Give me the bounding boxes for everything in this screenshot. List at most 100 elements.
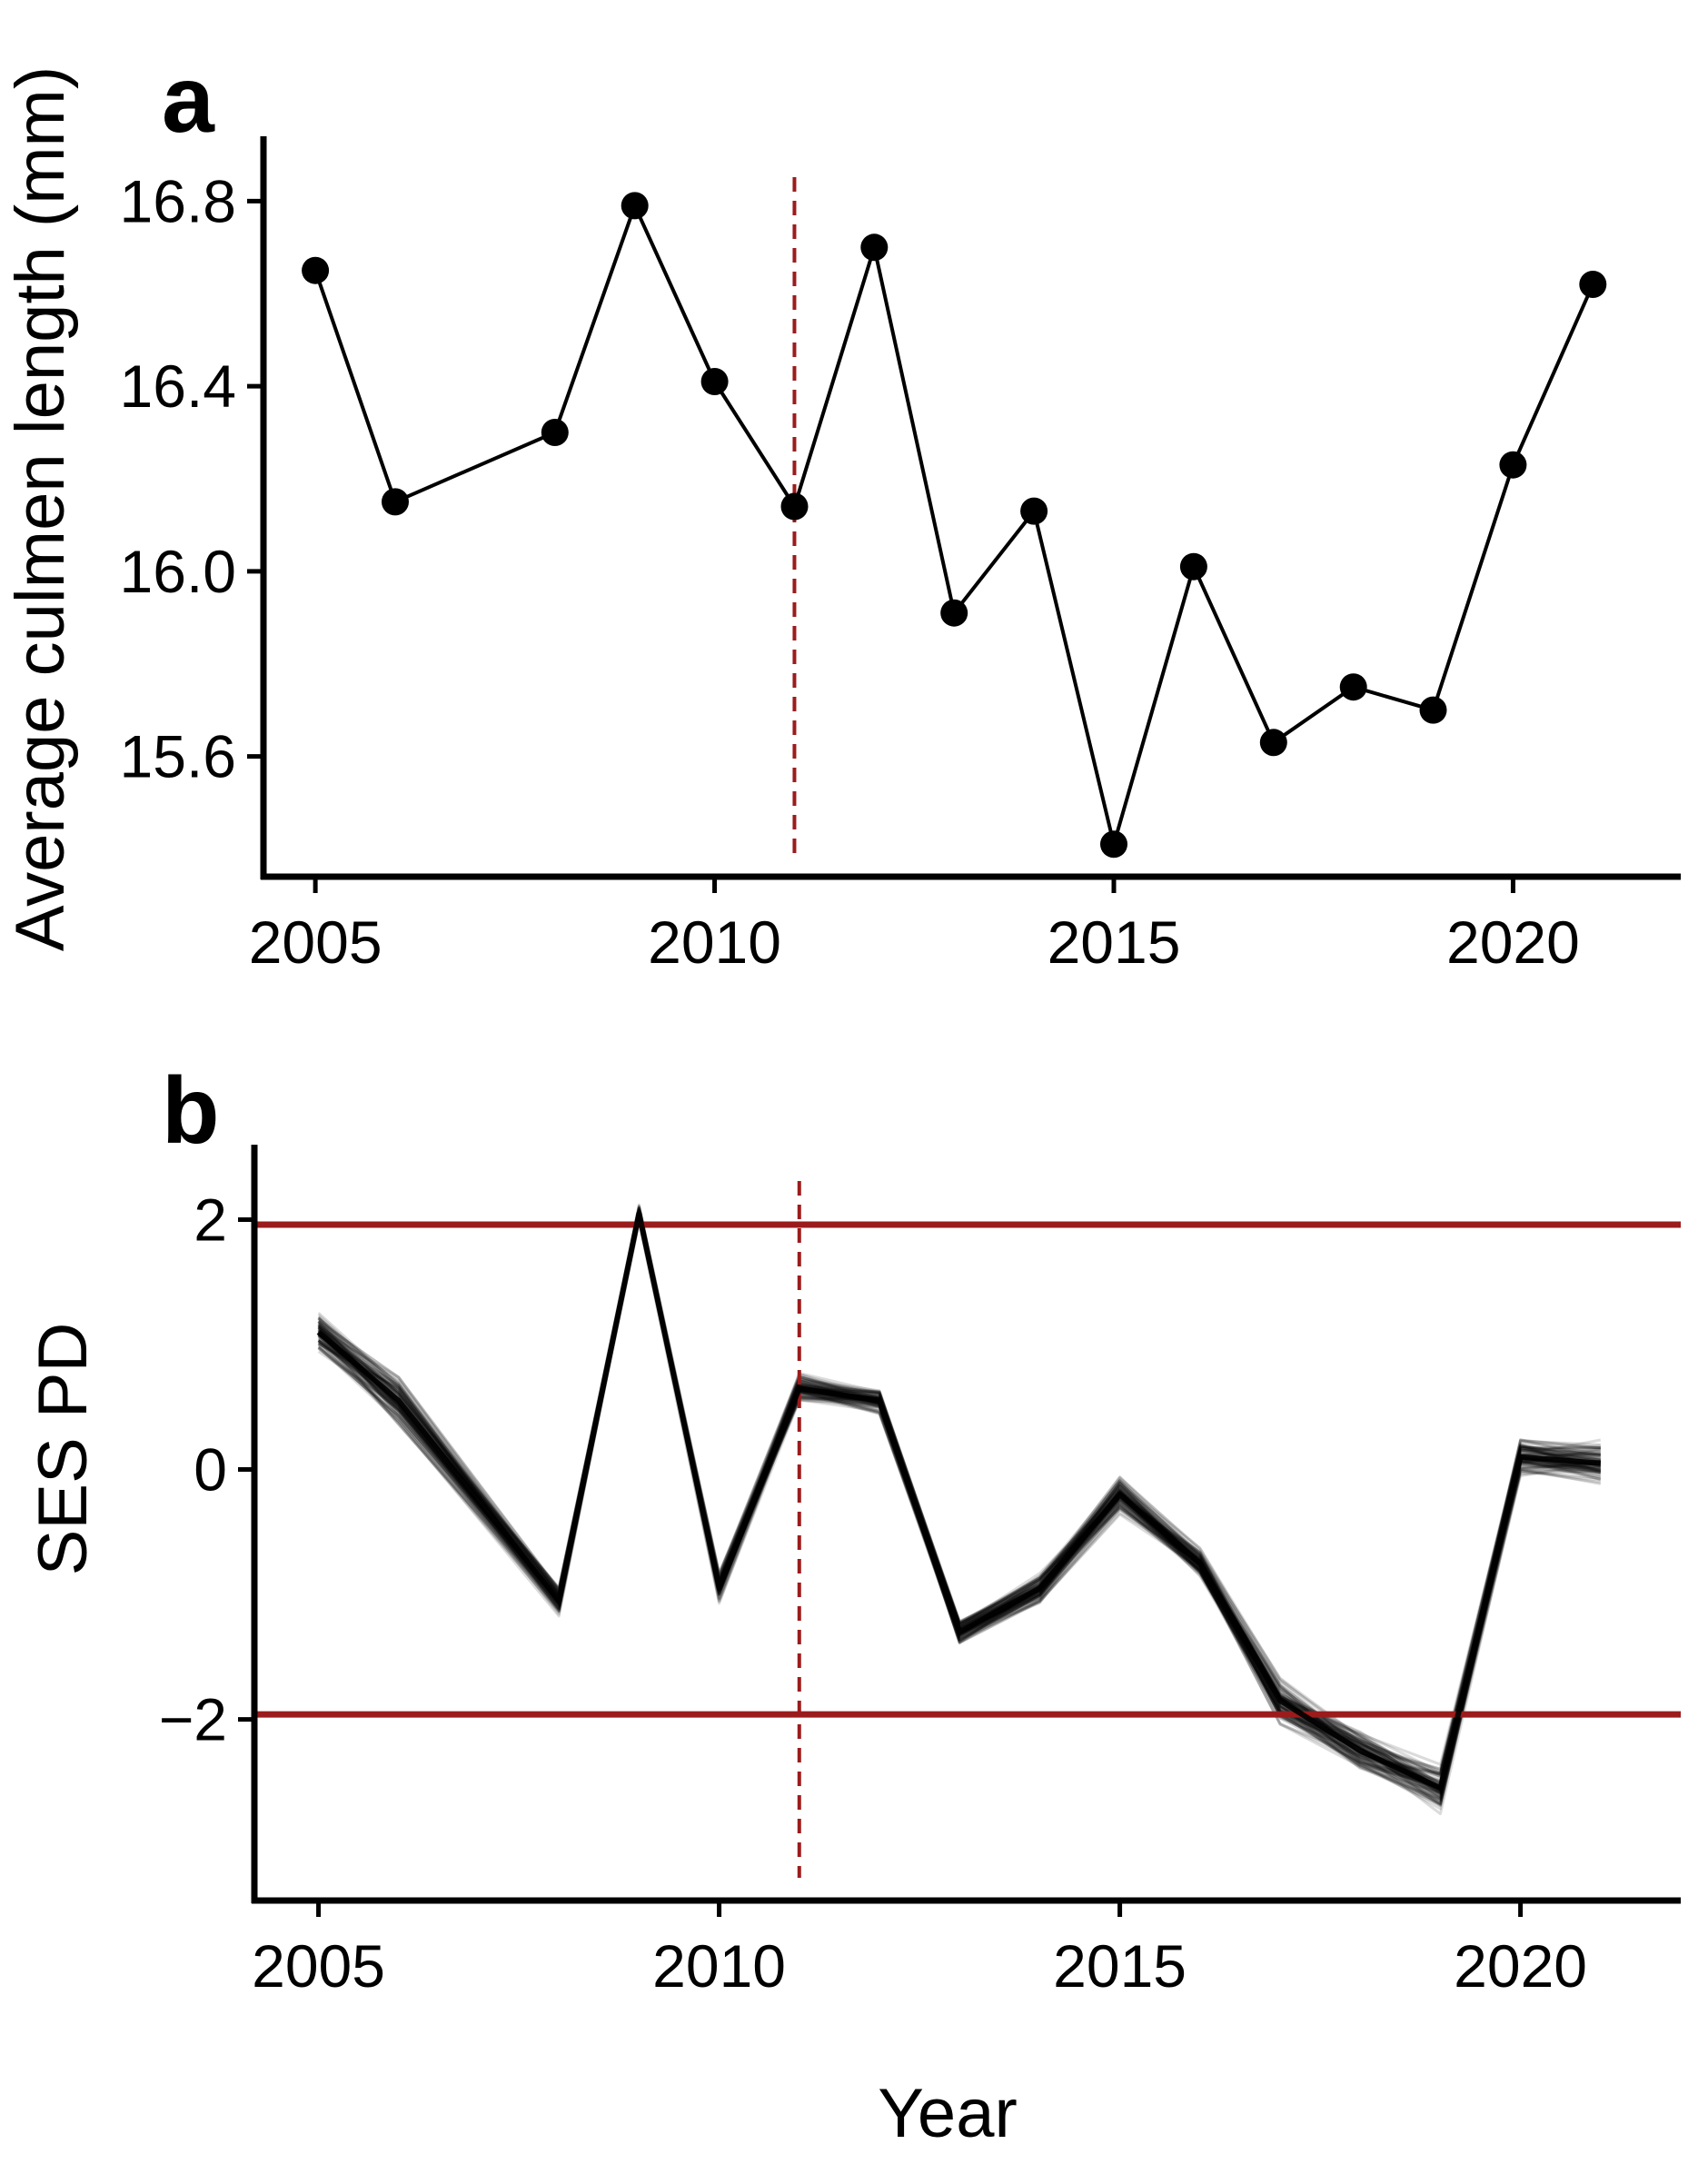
replicate-line	[317, 1215, 1601, 1786]
data-point	[1419, 696, 1447, 724]
replicate-line	[317, 1215, 1602, 1775]
replicate-line	[317, 1209, 1601, 1795]
replicate-line	[317, 1205, 1601, 1789]
replicate-line	[317, 1210, 1602, 1788]
replicate-line	[317, 1211, 1601, 1778]
replicate-line	[317, 1206, 1601, 1799]
replicate-line	[317, 1214, 1602, 1794]
panel-b-reference-lines	[254, 1181, 1681, 1878]
replicate-line	[317, 1206, 1601, 1776]
panel-b-axes: 2005 2010 2015 2020 −2 0 2	[159, 1145, 1681, 2000]
replicate-line	[317, 1210, 1601, 1790]
y-tick-label: −2	[159, 1686, 227, 1753]
replicate-line	[317, 1214, 1602, 1795]
replicate-line	[317, 1209, 1601, 1786]
replicate-line	[317, 1211, 1602, 1775]
replicate-line	[317, 1206, 1602, 1766]
replicate-line	[317, 1208, 1601, 1774]
x-tick-label: 2015	[1048, 908, 1181, 976]
data-point	[1179, 552, 1207, 581]
data-point	[621, 192, 649, 220]
replicate-line	[317, 1217, 1601, 1776]
replicate-line	[317, 1211, 1601, 1794]
x-tick-label: 2010	[648, 908, 781, 976]
replicate-line	[317, 1216, 1602, 1788]
replicate-line	[317, 1212, 1602, 1811]
replicate-line	[317, 1206, 1602, 1789]
data-point	[860, 233, 889, 262]
replicate-line	[317, 1211, 1601, 1789]
y-tick-label: 16.0	[120, 538, 236, 605]
replicate-line	[317, 1208, 1601, 1783]
replicate-line	[317, 1209, 1601, 1792]
x-tick-label: 2015	[1053, 1932, 1187, 2000]
replicate-line	[317, 1213, 1601, 1798]
replicate-line	[317, 1215, 1601, 1771]
panel-b-y-axis-title: SES PD	[25, 1323, 102, 1576]
data-point	[1579, 271, 1607, 298]
replicate-line	[317, 1210, 1602, 1793]
y-tick-label: 0	[194, 1436, 227, 1504]
panel-a-series	[302, 192, 1607, 859]
replicate-line	[317, 1214, 1601, 1779]
replicate-line	[317, 1210, 1602, 1789]
replicate-line	[317, 1210, 1601, 1791]
data-point	[700, 368, 729, 395]
y-tick-label: 16.8	[120, 167, 236, 234]
replicate-line	[317, 1206, 1602, 1792]
replicate-line	[317, 1212, 1601, 1776]
replicate-line	[317, 1210, 1601, 1790]
series-line	[313, 203, 1595, 847]
replicate-line	[317, 1213, 1601, 1793]
replicate-line	[317, 1211, 1602, 1796]
replicate-line	[317, 1209, 1602, 1790]
data-point	[541, 419, 569, 446]
replicate-line	[317, 1215, 1601, 1772]
replicate-line	[317, 1207, 1601, 1792]
replicate-line	[317, 1216, 1601, 1794]
data-point	[1020, 497, 1048, 525]
replicate-line	[317, 1209, 1601, 1786]
replicate-line	[317, 1217, 1601, 1784]
replicate-line	[317, 1216, 1602, 1785]
replicate-line	[317, 1210, 1601, 1790]
replicate-line	[317, 1206, 1601, 1780]
replicate-line	[317, 1210, 1601, 1801]
replicate-line	[317, 1205, 1602, 1792]
replicate-line	[317, 1216, 1602, 1791]
data-point	[780, 492, 809, 521]
replicate-line	[317, 1215, 1602, 1792]
replicate-line	[317, 1214, 1602, 1799]
replicate-line	[317, 1214, 1602, 1799]
x-tick-label: 2005	[252, 1932, 385, 2000]
y-tick-label: 15.6	[120, 723, 236, 790]
replicate-line	[317, 1213, 1601, 1794]
data-point	[1499, 451, 1527, 479]
replicate-line	[317, 1213, 1602, 1775]
replicate-line	[317, 1213, 1601, 1791]
replicate-line	[317, 1211, 1601, 1790]
replicate-line	[317, 1219, 1601, 1792]
data-point	[940, 599, 968, 627]
replicate-line	[317, 1206, 1602, 1774]
x-tick-label: 2010	[652, 1932, 786, 2000]
replicate-line	[317, 1206, 1601, 1790]
replicate-line	[317, 1217, 1601, 1795]
replicate-line	[317, 1216, 1601, 1771]
x-tick-label: 2020	[1446, 908, 1580, 976]
replicate-line	[317, 1213, 1602, 1789]
y-tick-label: 2	[194, 1186, 227, 1254]
replicate-line	[317, 1207, 1601, 1795]
panel-a: a Average culmen length (mm) 2005 2010 201…	[2, 47, 1681, 976]
y-tick-label: 16.4	[120, 352, 236, 420]
replicate-line	[317, 1209, 1602, 1800]
series-line	[316, 1210, 1602, 1792]
replicate-line	[317, 1212, 1601, 1782]
panel-b: b SES PD Year 2005 2010 2015 2020 −2 0 2	[25, 1058, 1681, 2152]
data-point	[1100, 830, 1127, 859]
replicate-line	[317, 1219, 1601, 1783]
replicate-line	[317, 1221, 1601, 1815]
panel-b-series	[316, 1210, 1602, 1792]
panel-a-axes: 2005 2010 2015 2020 15.6 16.0 16.4 16.8	[120, 136, 1681, 976]
